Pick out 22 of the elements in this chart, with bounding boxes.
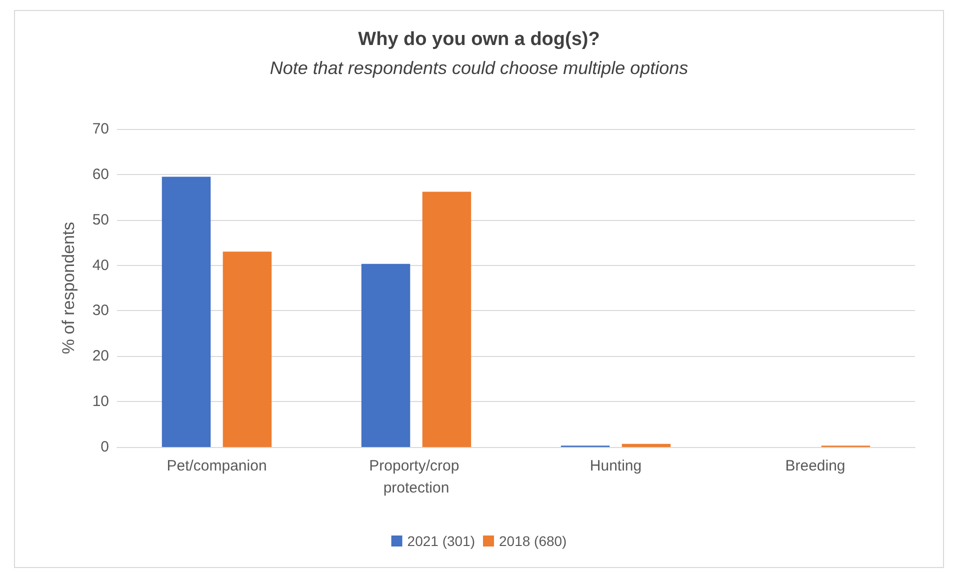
chart-title: Why do you own a dog(s)?	[358, 29, 600, 50]
y-tick-label: 40	[92, 256, 109, 274]
bar	[622, 444, 671, 447]
y-tick-label: 50	[92, 211, 109, 228]
y-tick-label: 30	[92, 302, 109, 320]
bar	[162, 176, 211, 447]
y-tick-label: 20	[92, 348, 109, 365]
chart-subtitle: Note that respondents could choose multiple options	[270, 58, 688, 78]
y-tick-label: 70	[92, 120, 109, 138]
bar	[361, 264, 410, 447]
bar	[222, 252, 272, 447]
y-tick-label: 0	[100, 438, 109, 456]
y-tick-label: 60	[92, 166, 109, 183]
bar	[422, 192, 472, 447]
y-axis-title: % of respondents	[59, 222, 78, 354]
x-tick-label: Breeding	[785, 458, 846, 474]
x-tick-label: Pet/companion	[166, 458, 267, 474]
legend-label: 2018 (680)	[499, 533, 567, 549]
y-tick-label: 10	[92, 393, 109, 410]
x-tick-label: Hunting	[590, 458, 642, 474]
legend-label: 2021 (301)	[407, 533, 475, 549]
x-tick-label: Proporty/crop protection	[369, 458, 464, 496]
